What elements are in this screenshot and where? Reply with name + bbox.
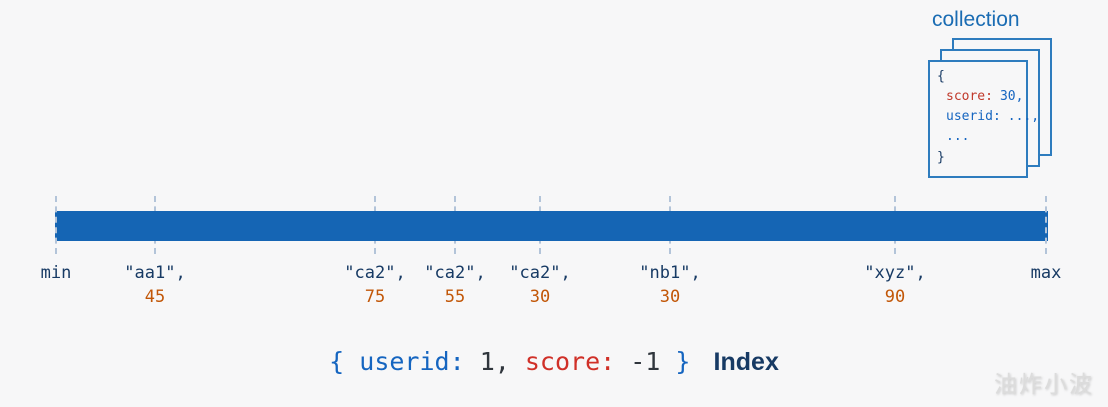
- caption-close-brace: }: [675, 347, 691, 376]
- range-max-tick: max: [1001, 196, 1091, 283]
- doc-userid-line: userid:...,: [937, 107, 1039, 127]
- tick-value: 45: [144, 287, 166, 307]
- tick-key: "ca2",: [424, 263, 486, 283]
- tick-key: "nb1",: [639, 263, 701, 283]
- tick-key: "xyz",: [864, 263, 926, 283]
- range-min-label: min: [40, 263, 72, 283]
- caption-userid-key: userid:: [359, 347, 465, 376]
- tick-value: 90: [884, 287, 906, 307]
- tick-key: "aa1",: [124, 263, 186, 283]
- range-max-label: max: [1030, 263, 1062, 283]
- collection-label: collection: [932, 8, 1020, 31]
- doc-score-value: 30,: [999, 89, 1024, 105]
- doc-score-key: score:: [946, 89, 993, 105]
- tick-key: "ca2",: [509, 263, 571, 283]
- tick-value: 30: [529, 287, 551, 307]
- document-snippet: { score: 30, userid:..., ... }: [930, 62, 1039, 168]
- doc-userid-key: userid:: [946, 109, 1001, 125]
- caption-userid-value: 1,: [479, 347, 510, 376]
- doc-ellipsis: ...: [946, 129, 970, 145]
- doc-close-brace: }: [937, 149, 945, 165]
- tick-value: 55: [444, 287, 466, 307]
- range-bar: [55, 211, 1048, 241]
- collection-doc-card-front: { score: 30, userid:..., ... }: [928, 60, 1039, 178]
- tick-value: 75: [364, 287, 386, 307]
- doc-open-brace: {: [937, 69, 945, 84]
- caption-score-value: -1: [630, 347, 661, 376]
- tick-dash-line: [55, 196, 57, 254]
- doc-userid-value: ...,: [1007, 109, 1040, 125]
- tick-key: "ca2",: [344, 263, 406, 283]
- watermark-text: 油炸小波: [994, 371, 1094, 397]
- doc-score-line: score: 30,: [937, 87, 1026, 107]
- index-caption: { userid: 1, score: -1 } Index: [0, 347, 1108, 377]
- caption-open-brace: {: [329, 347, 345, 376]
- tick-value: 30: [659, 287, 681, 307]
- caption-score-key: score:: [524, 347, 616, 376]
- tick-dash-line: [1045, 196, 1047, 254]
- range-min-tick: min: [11, 196, 101, 283]
- caption-index-word: Index: [713, 348, 779, 376]
